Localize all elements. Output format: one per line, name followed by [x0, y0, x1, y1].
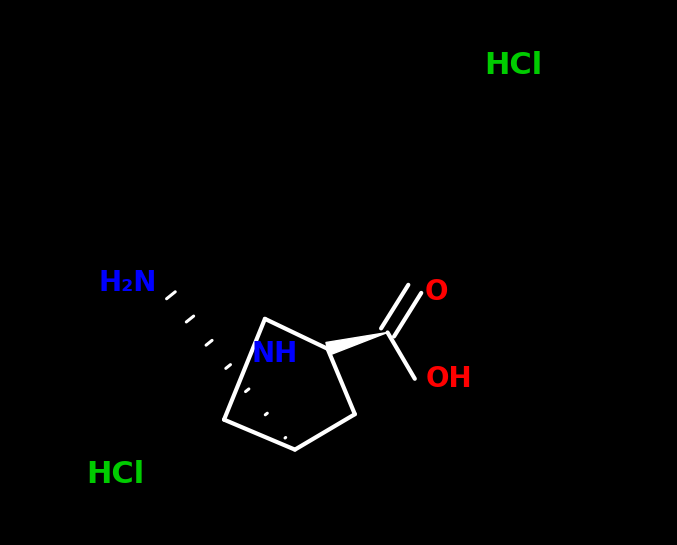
Text: H₂N: H₂N — [98, 269, 157, 298]
Text: O: O — [425, 277, 448, 306]
Text: HCl: HCl — [86, 459, 144, 489]
Text: OH: OH — [425, 365, 472, 393]
Text: NH: NH — [252, 340, 298, 368]
Polygon shape — [326, 332, 387, 355]
Text: HCl: HCl — [484, 51, 542, 80]
